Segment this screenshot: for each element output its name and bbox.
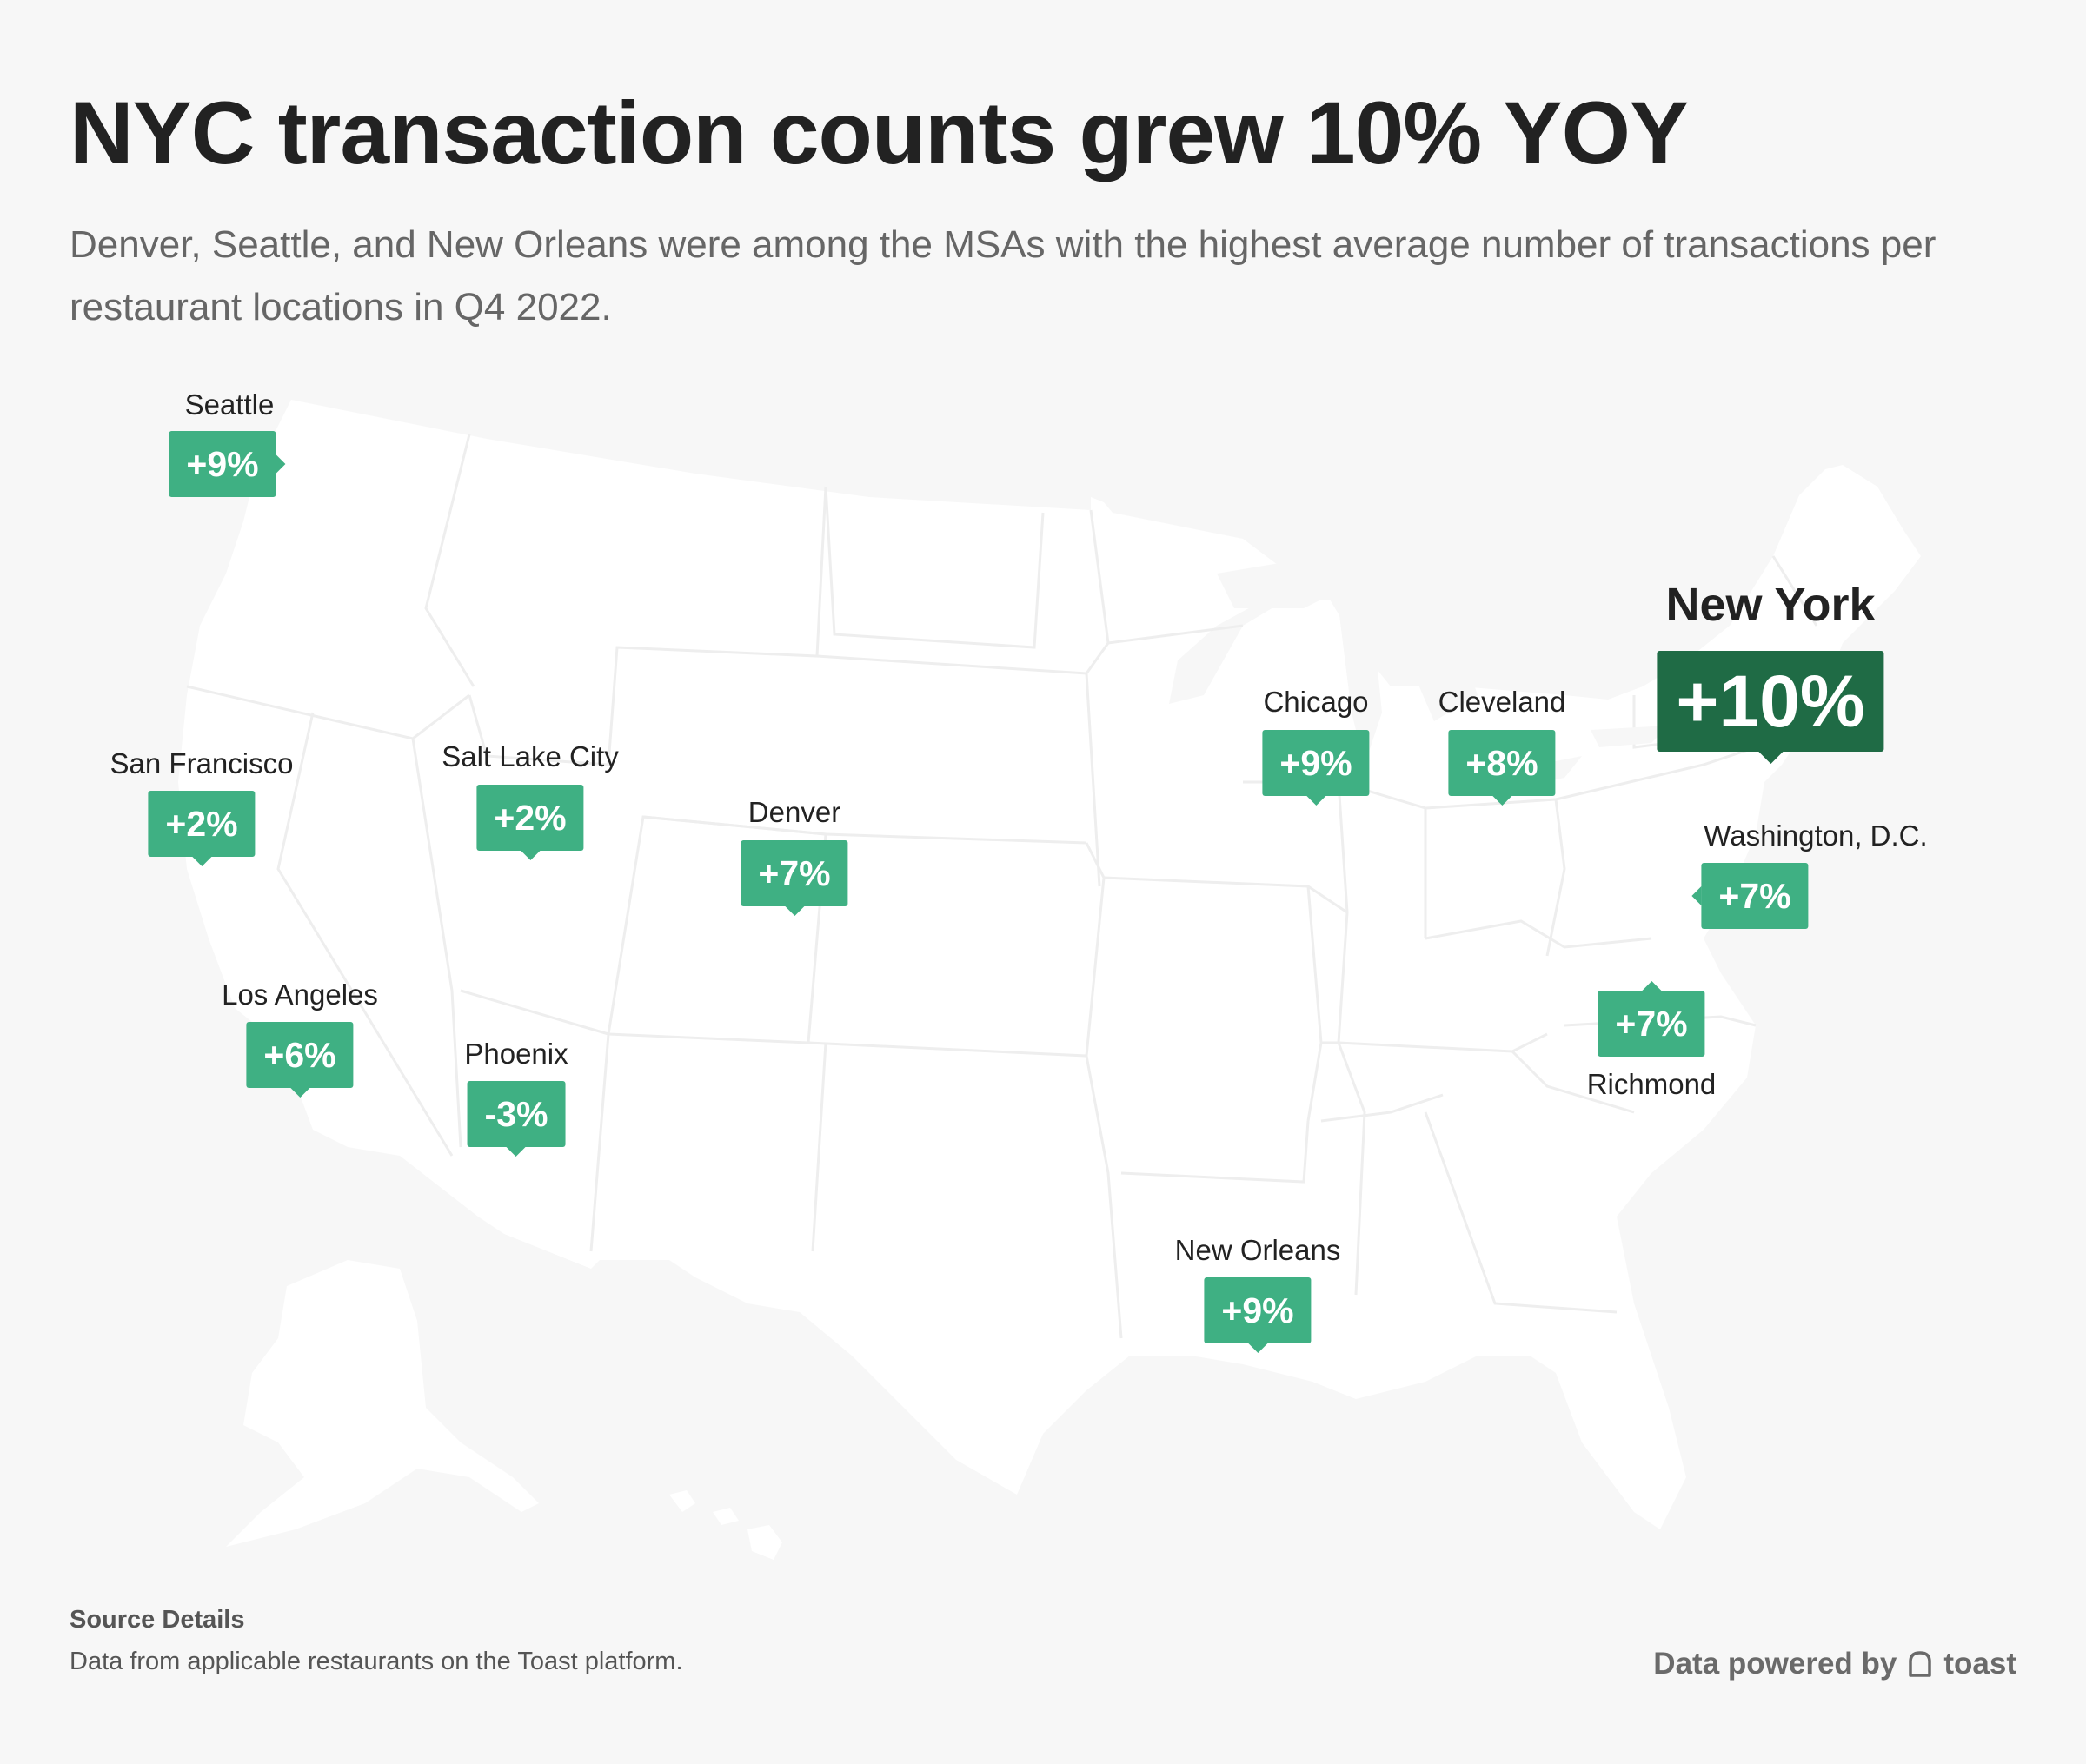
chart-subtitle: Denver, Seattle, and New Orleans were am… xyxy=(70,223,1937,328)
city-label-salt-lake-city: Salt Lake City xyxy=(442,740,619,773)
city-label-new-york: New York xyxy=(1665,579,1876,631)
badge-chicago: +9% xyxy=(1262,730,1370,806)
alaska-shape xyxy=(226,1260,539,1547)
source-details-text: Data from applicable restaurants on the … xyxy=(70,1648,683,1675)
badge-los-angeles: +6% xyxy=(246,1022,354,1098)
chart-title: NYC transaction counts grew 10% YOY xyxy=(70,83,1689,182)
city-label-cleveland: Cleveland xyxy=(1438,686,1566,718)
powered-by: Data powered by toast xyxy=(1653,1647,2016,1681)
badge-seattle: +9% xyxy=(169,431,286,497)
city-label-seattle: Seattle xyxy=(184,388,275,421)
city-label-new-orleans: New Orleans xyxy=(1174,1234,1341,1266)
badge-washington-dc: +7% xyxy=(1691,863,1809,929)
city-label-phoenix: Phoenix xyxy=(464,1038,568,1070)
city-label-washington-dc: Washington, D.C. xyxy=(1704,819,1928,852)
badge-cleveland: +8% xyxy=(1448,730,1556,806)
badge-richmond: +7% xyxy=(1598,981,1705,1057)
badge-phoenix: -3% xyxy=(467,1081,566,1157)
badge-new-york: +10% xyxy=(1657,651,1884,764)
city-label-los-angeles: Los Angeles xyxy=(222,978,378,1011)
badge-salt-lake-city: +2% xyxy=(476,785,584,860)
badge-san-francisco: +2% xyxy=(148,791,256,866)
city-label-denver: Denver xyxy=(747,796,841,828)
city-label-san-francisco: San Francisco xyxy=(110,747,294,779)
us-mainland-shape xyxy=(178,400,1921,1529)
city-label-richmond: Richmond xyxy=(1586,1068,1717,1100)
toast-brand-name: toast xyxy=(1943,1647,2016,1681)
source-details-title: Source Details xyxy=(70,1606,245,1634)
state-borders xyxy=(186,434,1818,1339)
badge-new-orleans: +9% xyxy=(1204,1277,1312,1353)
badge-denver: +7% xyxy=(741,840,848,916)
us-map xyxy=(178,400,1921,1560)
toast-logo-icon xyxy=(1909,1651,1932,1677)
city-label-chicago: Chicago xyxy=(1263,686,1369,718)
hawaii-shape xyxy=(669,1490,782,1560)
powered-by-label: Data powered by xyxy=(1653,1647,1897,1681)
